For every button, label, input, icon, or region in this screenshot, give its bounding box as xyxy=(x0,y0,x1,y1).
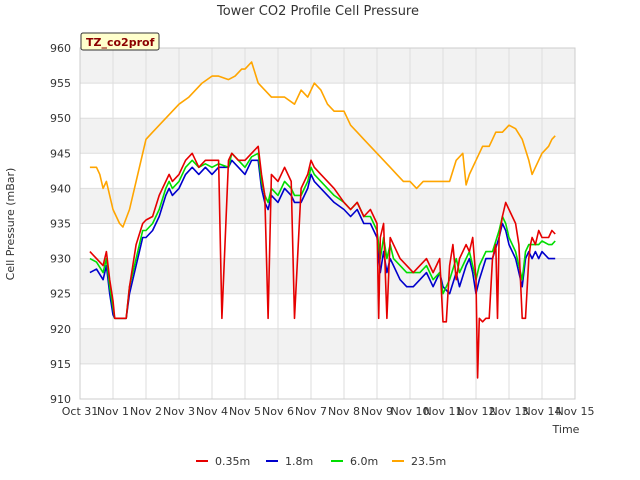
y-axis-label: Cell Pressure (mBar) xyxy=(4,168,17,281)
chart-title: Tower CO2 Profile Cell Pressure xyxy=(216,4,419,19)
x-tick-label: Nov 6 xyxy=(262,405,294,418)
grid-band xyxy=(80,118,575,154)
plot-border xyxy=(79,47,576,400)
grid-band xyxy=(80,363,575,399)
badge-box xyxy=(80,32,160,51)
series-line-0_35m xyxy=(89,145,556,379)
series-line-6_0m xyxy=(89,152,556,320)
x-tick-label: Nov 15 xyxy=(556,405,595,418)
y-tick-label: 920 xyxy=(50,323,71,336)
x-tick-label: Nov 10 xyxy=(391,405,430,418)
y-tick-label: 915 xyxy=(50,358,71,371)
grid-band xyxy=(80,258,575,294)
x-tick-label: Nov 13 xyxy=(490,405,529,418)
plot-badge: TZ_co2prof xyxy=(80,32,160,51)
x-axis-label: Time xyxy=(552,423,580,436)
x-tick-label: Nov 14 xyxy=(523,405,562,418)
x-tick-label: Nov 1 xyxy=(97,405,129,418)
x-tick-label: Nov 7 xyxy=(295,405,327,418)
legend-label: 6.0m xyxy=(350,455,378,468)
x-tick-label: Nov 5 xyxy=(229,405,261,418)
legend: 0.35m 1.8m 6.0m 23.5m xyxy=(196,455,446,468)
x-tick-label: Nov 3 xyxy=(163,405,195,418)
y-tick-label: 940 xyxy=(50,182,71,195)
x-tick-label: Nov 11 xyxy=(424,405,463,418)
legend-label: 0.35m xyxy=(215,455,250,468)
x-tick-label: Nov 12 xyxy=(457,405,496,418)
grid-band xyxy=(80,293,575,329)
y-tick-label: 910 xyxy=(50,393,71,406)
y-tick-label: 925 xyxy=(50,288,71,301)
series-lines xyxy=(89,61,556,379)
badge-text: TZ_co2prof xyxy=(86,36,155,49)
legend-label: 1.8m xyxy=(285,455,313,468)
y-tick-label: 950 xyxy=(50,112,71,125)
series-line-23_5m xyxy=(89,61,556,228)
legend-label: 23.5m xyxy=(411,455,446,468)
y-tick-labels: 910 915 920 925 930 935 940 945 950 955 960 xyxy=(50,42,71,406)
y-tick-label: 935 xyxy=(50,218,71,231)
y-tick-label: 945 xyxy=(50,147,71,160)
x-tick-label: Nov 4 xyxy=(196,405,228,418)
y-tick-label: 930 xyxy=(50,253,71,266)
grid-band xyxy=(80,153,575,189)
y-tick-label: 960 xyxy=(50,42,71,55)
y-tick-label: 955 xyxy=(50,77,71,90)
grid-band xyxy=(80,223,575,259)
grid-band xyxy=(80,328,575,364)
grid-band xyxy=(80,83,575,119)
x-tick-label: Oct 31 xyxy=(62,405,99,418)
x-tick-label: Nov 8 xyxy=(328,405,360,418)
grid-band xyxy=(80,48,575,84)
x-tick-label: Nov 9 xyxy=(361,405,393,418)
x-tick-label: Nov 2 xyxy=(130,405,162,418)
